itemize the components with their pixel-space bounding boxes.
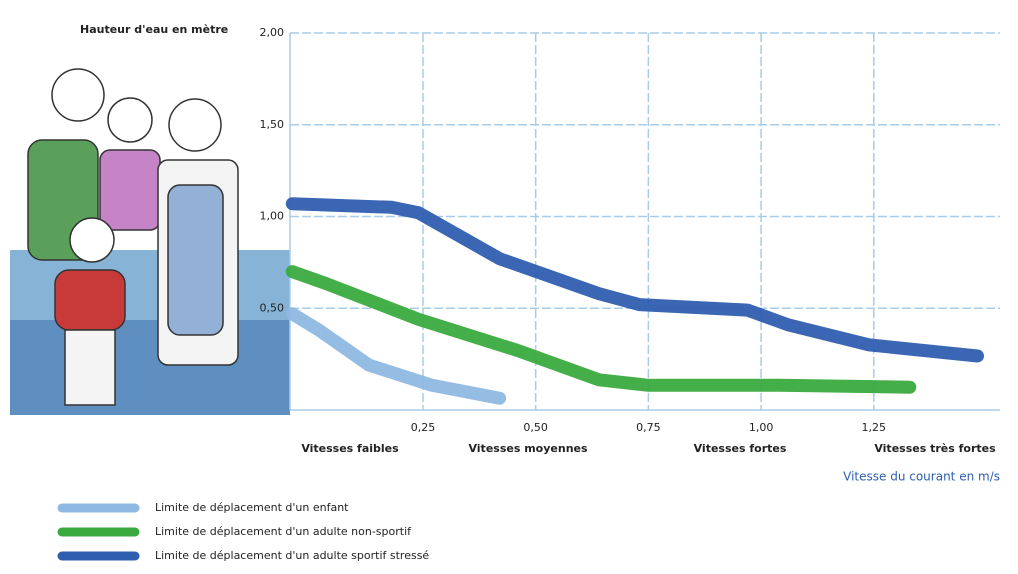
zone-label: Vitesses moyennes (468, 442, 588, 455)
legend-label: Limite de déplacement d'un adulte non-sp… (155, 525, 412, 538)
legend-label: Limite de déplacement d'un adulte sporti… (155, 549, 429, 562)
x-tick-label: 0,50 (523, 421, 548, 434)
y-tick-label: 2,00 (260, 26, 285, 39)
x-tick-label: 1,00 (749, 421, 774, 434)
x-tick-label: 1,25 (862, 421, 887, 434)
y-axis-label: Hauteur d'eau en mètre (80, 23, 228, 36)
y-tick-label: 1,00 (260, 210, 285, 223)
chart: Hauteur d'eau en mètre Vitesse du couran… (0, 0, 1018, 574)
zone-label: Vitesses très fortes (874, 442, 996, 455)
legend-label: Limite de déplacement d'un enfant (155, 501, 349, 514)
series-line (292, 204, 977, 356)
zone-label: Vitesses fortes (694, 442, 787, 455)
x-axis-label: Vitesse du courant en m/s (843, 470, 1000, 484)
x-tick-label: 0,75 (636, 421, 661, 434)
zone-label: Vitesses faibles (301, 442, 399, 455)
water-lower (10, 320, 290, 415)
series-line (292, 314, 499, 398)
x-tick-label: 0,25 (411, 421, 436, 434)
y-tick-label: 0,50 (260, 301, 285, 314)
y-tick-label: 1,50 (260, 118, 285, 131)
